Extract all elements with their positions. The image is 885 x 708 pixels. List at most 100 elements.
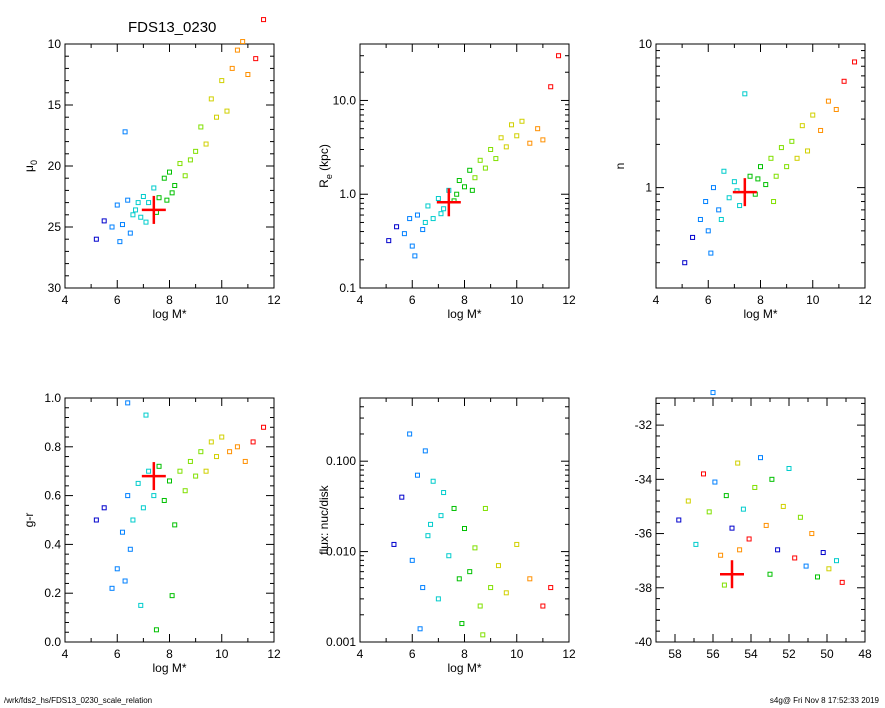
data-point (187, 458, 193, 464)
data-point (161, 175, 167, 181)
data-point (803, 563, 809, 569)
data-point (705, 228, 711, 234)
data-point (480, 632, 486, 638)
y-tick-label: -36 (635, 527, 653, 541)
x-axis-label: log M* (152, 661, 186, 675)
panel-mu0: 4 6 8 10 12 10 15 20 25 30 log M* μ0 (22, 17, 281, 321)
data-point (495, 563, 501, 569)
x-tick-label: 12 (562, 293, 576, 307)
data-point (422, 448, 428, 454)
data-point (509, 122, 515, 128)
data-point (401, 231, 407, 237)
data-point (242, 458, 248, 464)
y-tick-label: 0.010 (326, 545, 356, 559)
data-point (708, 250, 714, 256)
data-point (151, 493, 157, 499)
data-point (799, 123, 805, 129)
data-point (693, 541, 699, 547)
y-tick-label: 0.4 (44, 537, 61, 551)
data-point (169, 190, 175, 196)
y-tick-label: 10.0 (333, 93, 357, 107)
data-point (454, 191, 460, 197)
data-point (156, 195, 162, 201)
data-point (763, 522, 769, 528)
x-tick-label: 12 (858, 293, 872, 307)
data-point (697, 216, 703, 222)
y-tick-label: 0.2 (44, 586, 61, 600)
x-tick-label: 6 (705, 293, 712, 307)
data-point (467, 167, 473, 173)
data-point (755, 176, 761, 182)
data-point (556, 53, 562, 59)
data-point (797, 514, 803, 520)
data-point (746, 536, 752, 542)
data-point (721, 582, 727, 588)
x-axis-label: log M* (447, 307, 481, 321)
panel-flux: 4 6 8 10 12 0.001 0.010 0.100 log M* flux: nuc/di… (317, 397, 576, 675)
x-tick-label: 4 (653, 293, 660, 307)
data-point (414, 212, 420, 218)
data-point (399, 494, 405, 500)
data-point (701, 471, 706, 477)
y-tick-label: 20 (48, 159, 62, 173)
data-point (386, 238, 392, 244)
data-point (198, 124, 204, 130)
y-axis-label: μ0 (22, 160, 39, 172)
data-point (125, 197, 131, 203)
data-point (451, 505, 457, 511)
data-point (723, 493, 729, 499)
data-point (208, 439, 214, 445)
data-point (125, 493, 131, 499)
data-point (140, 194, 146, 199)
x-tick-label: 4 (62, 647, 69, 661)
data-point (146, 200, 152, 206)
data-point (769, 476, 775, 482)
panel-frame (64, 43, 275, 289)
x-tick-label: 54 (744, 647, 758, 661)
data-point (167, 478, 172, 484)
data-point (130, 517, 136, 523)
data-point (234, 47, 240, 53)
data-point (420, 227, 426, 233)
y-tick-label: 0.0 (44, 635, 61, 649)
data-point (203, 468, 209, 474)
data-point (825, 98, 831, 104)
data-point (535, 126, 541, 132)
x-axis-label: log M* (152, 307, 186, 321)
data-point (127, 230, 133, 236)
data-point (710, 390, 716, 396)
data-point (773, 173, 779, 179)
data-point (527, 576, 533, 582)
data-point (784, 164, 790, 170)
y-tick-label: -38 (635, 581, 653, 595)
data-point (503, 144, 509, 150)
y-tick-label: 0.6 (44, 489, 61, 503)
x-tick-label: 6 (114, 293, 121, 307)
x-tick-label: 52 (782, 647, 796, 661)
data-point (438, 513, 444, 519)
data-point (441, 206, 447, 212)
data-point (726, 195, 732, 201)
data-point (841, 78, 847, 84)
data-point (472, 175, 478, 181)
panel-frame (655, 397, 866, 643)
x-axis-label: log M* (447, 661, 481, 675)
data-point (815, 574, 820, 580)
x-tick-label: 12 (562, 647, 576, 661)
data-point (482, 505, 488, 511)
data-point (768, 155, 774, 161)
data-point (747, 173, 753, 179)
data-point (422, 219, 428, 225)
data-point (763, 182, 769, 188)
data-point (839, 579, 845, 585)
data-point (430, 478, 436, 484)
data-point (409, 243, 415, 249)
data-point (519, 118, 525, 124)
data-point (208, 96, 214, 102)
x-tick-label: 8 (757, 293, 764, 307)
data-point (187, 157, 193, 163)
data-point (109, 224, 115, 230)
data-point (771, 199, 777, 205)
y-axis-label: g-r (22, 513, 36, 528)
